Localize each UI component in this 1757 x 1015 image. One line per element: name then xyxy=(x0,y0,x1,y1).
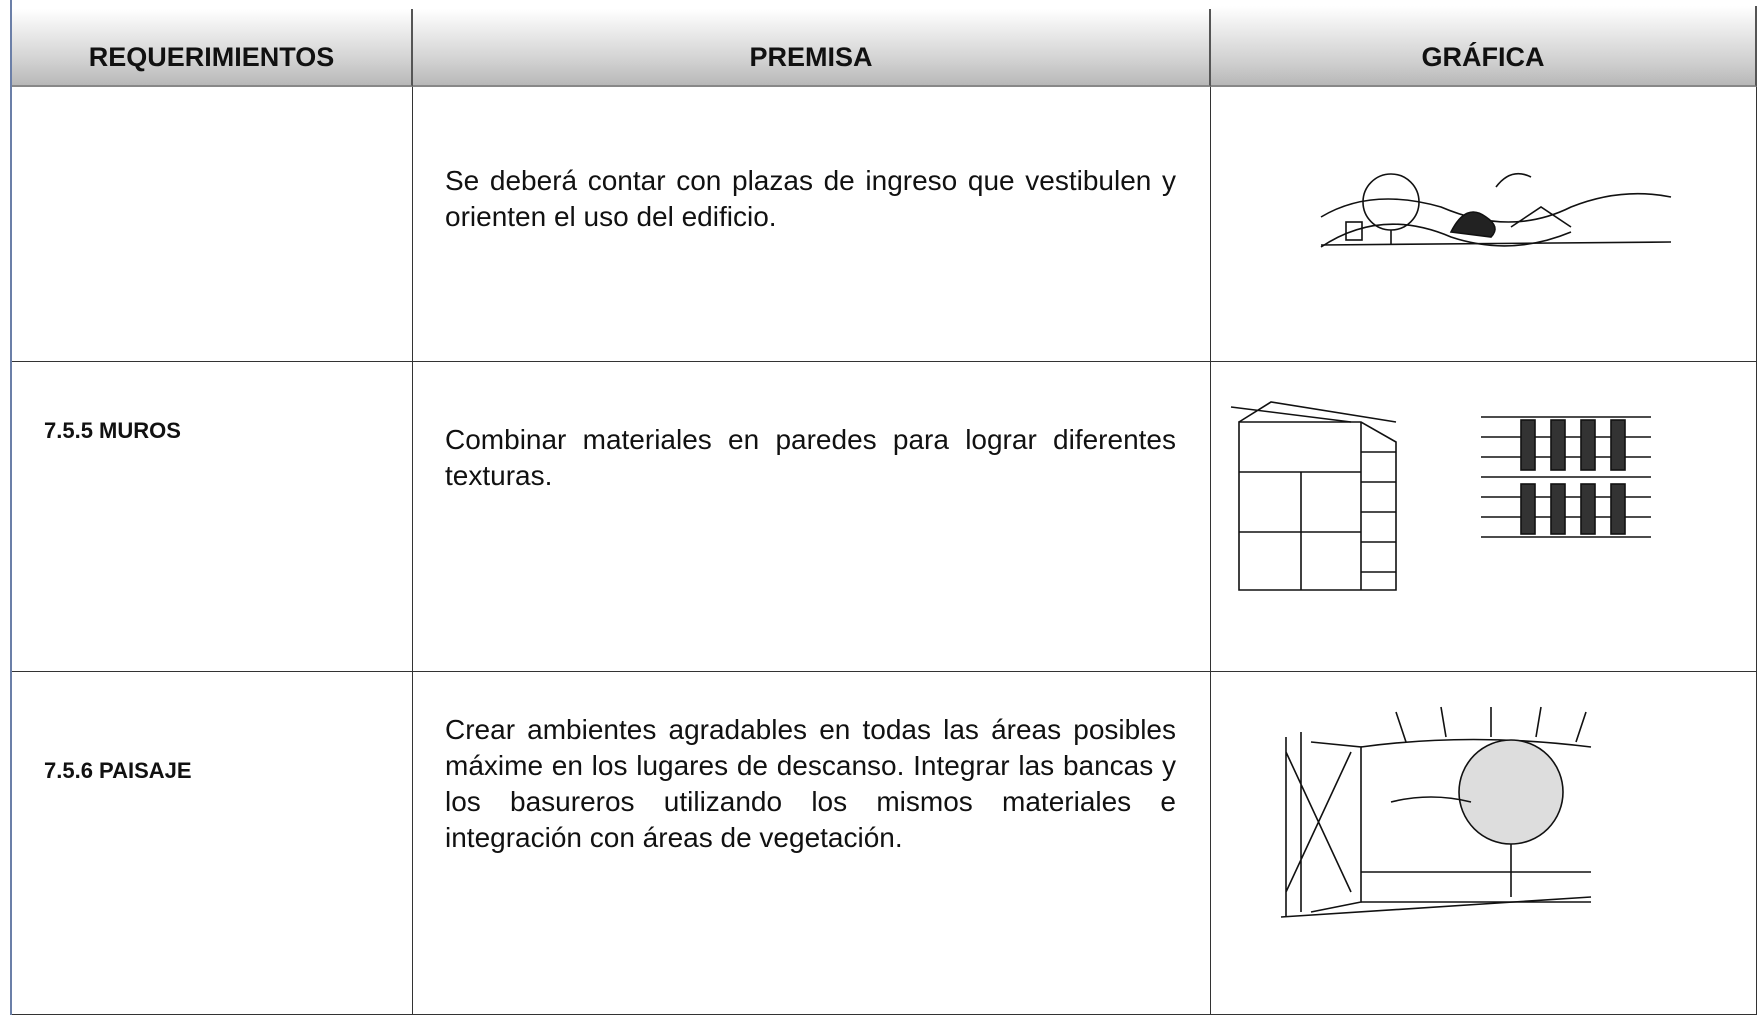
graphic-cell xyxy=(1211,672,1757,1015)
header-cell: GRÁFICA xyxy=(1211,6,1757,87)
premise-cell: Se deberá contar con plazas de ingreso q… xyxy=(413,87,1211,362)
plaza-sketch xyxy=(1320,172,1672,248)
landscape-sketch xyxy=(1280,706,1592,918)
premise-cell: Crear ambientes agradables en todas las … xyxy=(413,672,1211,1015)
left-border xyxy=(10,0,12,1015)
requirement-cell: 7.5.5 MUROS xyxy=(12,362,413,672)
premise-cell: Combinar materiales en paredes para logr… xyxy=(413,362,1211,672)
wall-sketch xyxy=(1230,401,1651,591)
requirement-cell: 7.5.6 PAISAJE xyxy=(12,672,413,1015)
header-cell: PREMISA xyxy=(413,9,1211,87)
graphic-cell xyxy=(1211,87,1757,362)
header-cell: REQUERIMIENTOS xyxy=(12,9,413,87)
graphic-cell xyxy=(1211,362,1757,672)
requirement-cell xyxy=(12,87,413,362)
